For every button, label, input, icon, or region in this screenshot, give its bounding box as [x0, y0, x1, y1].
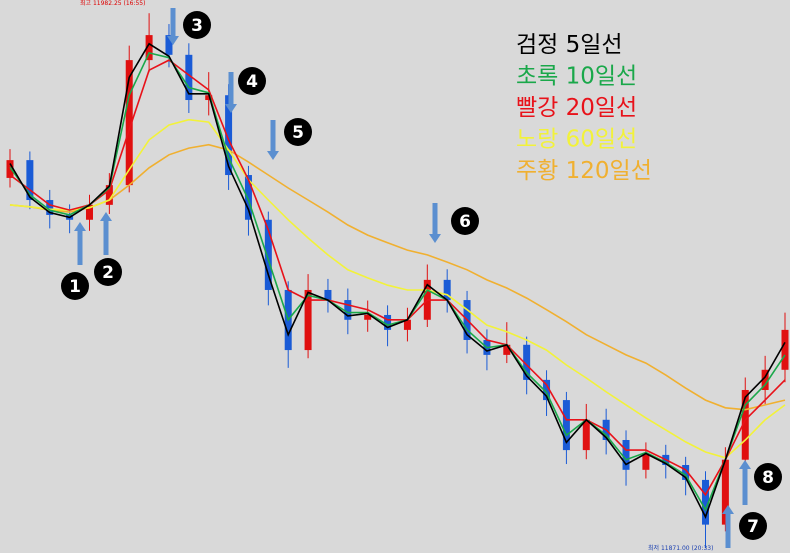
arrow [739, 460, 751, 505]
candle-body [523, 344, 531, 380]
candle-body [125, 60, 133, 186]
candle-body [145, 35, 153, 61]
legend-entry: 초록 10일선 [516, 64, 637, 90]
marker-label: 5 [292, 123, 304, 143]
legend-entry: 빨강 20일선 [516, 95, 637, 121]
candle-body [85, 204, 93, 220]
low-label: 최저 11871.00 (20:33) [648, 544, 713, 552]
candle-body [403, 319, 411, 330]
marker-circle [238, 67, 266, 95]
arrow-head [225, 104, 237, 113]
arrow-head [74, 222, 86, 231]
candle-body [582, 419, 590, 451]
marker-label: 8 [762, 468, 774, 488]
candle-body [165, 35, 173, 55]
candle-body [185, 54, 193, 101]
marker-label: 1 [69, 277, 81, 297]
marker-label: 6 [459, 212, 471, 232]
marker-circle [754, 463, 782, 491]
arrow [167, 8, 179, 45]
arrow-head [722, 505, 734, 514]
ma-line [9, 143, 786, 411]
arrow [267, 120, 279, 160]
marker-circle [739, 512, 767, 540]
marker-label: 2 [102, 263, 114, 283]
marker-circle [183, 11, 211, 39]
arrow [722, 505, 734, 548]
arrow [429, 203, 441, 243]
high-label: 최고 11982.25 (16:55) [80, 0, 145, 7]
arrow [225, 72, 237, 113]
candle-body [622, 439, 630, 470]
ma-line [9, 118, 786, 459]
arrow-head [167, 36, 179, 45]
candle-body [344, 300, 352, 320]
candle-body [364, 314, 372, 320]
candle-body [384, 314, 392, 330]
ma-line [9, 59, 786, 497]
candle-body [225, 95, 233, 176]
candle-body [642, 454, 650, 470]
arrow-head [429, 234, 441, 243]
candle-body [105, 185, 113, 205]
marker-circle [94, 258, 122, 286]
candle-body [244, 175, 252, 220]
ma-line [9, 42, 786, 519]
arrow-head [739, 460, 751, 469]
marker-label: 7 [747, 517, 759, 537]
marker-label: 3 [191, 16, 203, 36]
candle-body [6, 160, 14, 178]
legend-entry: 검정 5일선 [516, 32, 623, 58]
arrow-head [100, 212, 112, 221]
candle-body [702, 479, 710, 525]
candle-body [26, 160, 34, 201]
legend-entry: 노랑 60일선 [516, 127, 637, 153]
legend-entry: 주황 120일선 [516, 158, 652, 184]
marker-circle [61, 272, 89, 300]
arrow-head [267, 151, 279, 160]
arrow [100, 212, 112, 255]
candle-body [503, 344, 511, 355]
candle-body [304, 289, 312, 351]
marker-label: 4 [246, 72, 258, 92]
candle-body [721, 459, 729, 525]
candle-body [543, 379, 551, 401]
candle-body [205, 95, 213, 101]
candle-body [562, 400, 570, 451]
marker-circle [284, 118, 312, 146]
candle-body [682, 465, 690, 480]
candle-body [781, 329, 789, 370]
candle-body [761, 369, 769, 390]
arrow [74, 222, 86, 265]
candle-body [443, 279, 451, 301]
marker-circle [451, 207, 479, 235]
candle-body [741, 389, 749, 460]
candle-body [46, 200, 54, 215]
ma-line [9, 51, 786, 512]
candle-body [264, 219, 272, 290]
candle-body [324, 289, 332, 301]
